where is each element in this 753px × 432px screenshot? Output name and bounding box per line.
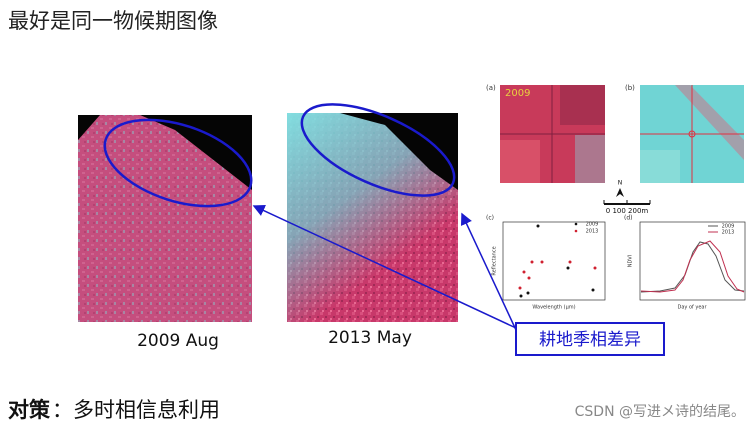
scale-label: 0 100 200m [606, 207, 649, 215]
watermark: CSDN @写进メ诗的结尾。 [575, 404, 745, 420]
legend-label: 2009 [586, 222, 599, 228]
strategy-text: ：多时相信息利用 [52, 398, 220, 422]
axis-label: NDVI [628, 255, 634, 267]
image-2009 [78, 115, 252, 322]
panel-tag: (a) [486, 84, 496, 92]
panel-tag: (c) [486, 215, 494, 222]
panel-a-image [500, 85, 605, 183]
axis-label: Reflectance [492, 246, 498, 275]
image-caption: 2009 Aug [137, 331, 219, 351]
highlight-ellipse [103, 118, 253, 208]
callout-arrow [252, 204, 517, 329]
north-label: N [618, 180, 623, 187]
callout-box [515, 322, 665, 356]
strategy-label: 对策 [8, 398, 51, 422]
panel-c-plot [502, 221, 606, 301]
legend-label: 2009 [722, 224, 735, 230]
slide-title: 最好是同一物候期图像 [8, 9, 218, 33]
axis-label: Day of year [677, 305, 707, 311]
callout-text: 耕地季相差异 [539, 330, 641, 350]
panel-d-plot [639, 221, 746, 301]
panel-tag: (b) [625, 84, 635, 92]
panel-year: 2009 [505, 88, 530, 99]
legend-label: 2013 [722, 230, 735, 236]
callout-arrow [460, 212, 517, 331]
panel-b-image [640, 85, 744, 183]
image-caption: 2013 May [328, 328, 412, 348]
highlight-ellipse [300, 103, 456, 197]
scale-bar [603, 188, 651, 205]
legend-label: 2013 [586, 229, 599, 235]
axis-label: Wavelength (μm) [532, 305, 575, 311]
panel-tag: (d) [624, 215, 633, 222]
